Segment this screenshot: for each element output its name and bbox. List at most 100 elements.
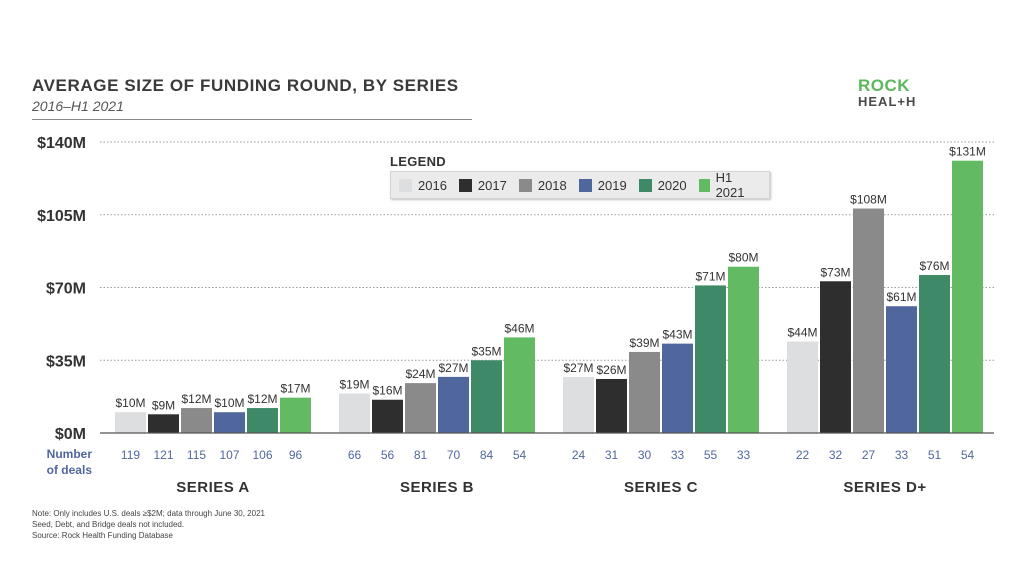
legend: 2016 2017 2018 2019 2020 H1 2021 <box>390 170 770 200</box>
data-label: $73M <box>820 265 850 279</box>
legend-item: 2016 <box>399 178 447 193</box>
rock-health-logo: ROCK HEAL+H <box>858 76 917 110</box>
data-label: $24M <box>405 367 435 381</box>
bar <box>787 341 818 433</box>
legend-item: H1 2021 <box>698 170 757 200</box>
data-label: $17M <box>280 382 310 396</box>
bar <box>596 378 627 433</box>
y-tick-label: $0M <box>55 426 86 443</box>
bar <box>728 266 759 433</box>
legend-item: 2020 <box>638 177 687 193</box>
bar <box>405 383 436 433</box>
category-label: SERIES A <box>176 479 249 496</box>
bar <box>181 408 212 433</box>
deal-count-label: 107 <box>219 448 239 462</box>
deal-count-label: 115 <box>187 448 206 462</box>
deal-count-label: 24 <box>572 448 586 462</box>
legend-swatch <box>399 178 412 192</box>
bar <box>471 360 502 433</box>
y-tick-label: $140M <box>37 135 86 152</box>
deal-count-label: 32 <box>829 448 843 462</box>
legend-item: 2018 <box>518 177 567 193</box>
legend-swatch <box>578 178 592 192</box>
deal-count-label: 84 <box>480 448 494 462</box>
bar <box>339 393 370 433</box>
bar <box>886 306 917 433</box>
data-label: $26M <box>596 363 626 377</box>
deal-count-label: 54 <box>961 448 975 462</box>
legend-swatch <box>458 178 472 192</box>
logo-line-2: HEAL+H <box>858 94 917 109</box>
data-label: $46M <box>504 321 534 335</box>
bar <box>695 285 726 433</box>
deal-count-label: 119 <box>121 448 140 462</box>
chart-title: AVERAGE SIZE OF FUNDING ROUND, BY SERIES <box>32 76 459 95</box>
data-label: $10M <box>214 396 244 410</box>
legend-label: 2020 <box>657 177 687 193</box>
data-label: $43M <box>662 328 692 342</box>
title-divider <box>32 119 472 120</box>
deal-count-label: 55 <box>704 448 718 462</box>
deal-count-label: 31 <box>605 448 619 462</box>
bar <box>372 399 403 433</box>
data-label: $27M <box>563 361 593 375</box>
legend-label: 2016 <box>418 177 447 193</box>
y-tick-label: $35M <box>46 353 86 370</box>
bar <box>115 412 146 433</box>
data-label: $108M <box>850 193 887 207</box>
data-label: $76M <box>919 259 949 273</box>
data-label: $9M <box>152 398 175 412</box>
legend-swatch <box>698 178 710 192</box>
legend-swatch <box>638 178 652 192</box>
deal-count-label: 51 <box>928 448 942 462</box>
data-label: $35M <box>471 344 501 358</box>
data-label: $12M <box>181 392 211 406</box>
deal-count-label: 56 <box>381 448 395 462</box>
legend-label: 2019 <box>597 177 627 193</box>
deal-count-label: 121 <box>153 448 173 462</box>
deal-count-label: 54 <box>513 448 527 462</box>
deal-count-label: 33 <box>737 448 751 462</box>
category-label: SERIES C <box>624 479 698 496</box>
deal-count-label: 22 <box>796 448 810 462</box>
bar <box>952 160 983 433</box>
legend-label: 2017 <box>477 177 507 193</box>
bar <box>563 376 594 433</box>
bar <box>438 376 469 433</box>
legend-swatch <box>518 178 532 192</box>
deal-count-label: 66 <box>348 448 362 462</box>
deal-count-label: 33 <box>895 448 909 462</box>
deal-count-label: 81 <box>414 448 428 462</box>
bar <box>919 275 950 433</box>
data-label: $39M <box>629 336 659 350</box>
deal-count-label: 27 <box>862 448 876 462</box>
data-label: $44M <box>787 326 817 340</box>
data-label: $12M <box>247 392 277 406</box>
bar <box>629 351 660 433</box>
legend-item: 2019 <box>578 177 627 193</box>
footnote: Note: Only includes U.S. deals ≥$2M; dat… <box>32 508 265 541</box>
bar <box>504 337 535 433</box>
legend-item: 2017 <box>458 177 507 193</box>
category-label: SERIES D+ <box>843 479 926 496</box>
bar <box>214 412 245 433</box>
deal-count-label: 70 <box>447 448 461 462</box>
logo-line-1: ROCK <box>858 76 911 95</box>
y-tick-label: $70M <box>46 281 86 298</box>
data-label: $71M <box>695 269 725 283</box>
deal-count-label: 106 <box>252 448 272 462</box>
bar <box>662 343 693 433</box>
bar <box>820 281 851 433</box>
deal-count-label: 33 <box>671 448 685 462</box>
bar <box>148 414 179 433</box>
data-label: $131M <box>949 145 986 159</box>
bar <box>247 408 278 433</box>
data-label: $16M <box>372 384 402 398</box>
legend-label: 2018 <box>537 177 567 193</box>
footnote-line: Source: Rock Health Funding Database <box>32 531 173 540</box>
chart-subtitle: 2016–H1 2021 <box>32 98 124 114</box>
deal-count-label: 96 <box>289 448 303 462</box>
data-label: $27M <box>438 361 468 375</box>
footnote-line: Note: Only includes U.S. deals ≥$2M; dat… <box>32 509 265 518</box>
